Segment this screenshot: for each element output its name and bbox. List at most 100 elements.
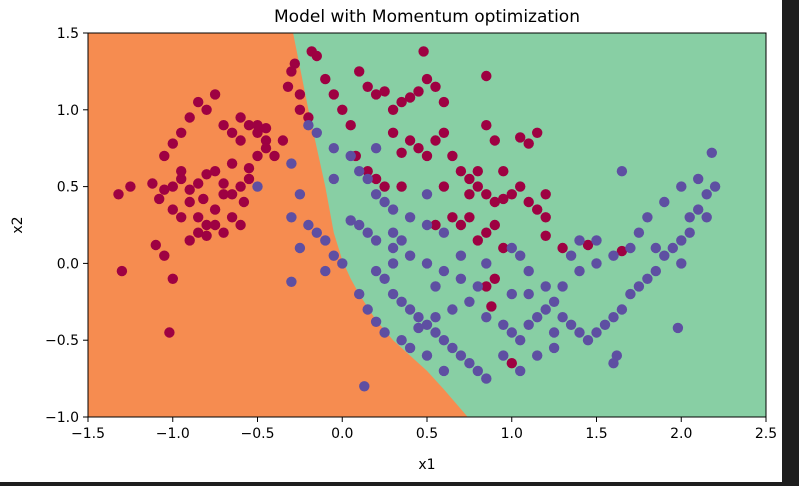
data-point-class-1 bbox=[311, 227, 322, 238]
axes: −1.5 −1.0 −0.5 0.0 0.5 1.0 1.5 2.0 2.5−1.0−0.50.… bbox=[45, 26, 777, 442]
data-point-class-0 bbox=[489, 135, 500, 146]
data-point-class-0 bbox=[557, 242, 568, 254]
data-point-class-1 bbox=[370, 235, 382, 246]
data-point-class-0 bbox=[515, 132, 526, 143]
data-point-class-1 bbox=[438, 365, 450, 377]
data-point-class-0 bbox=[176, 173, 187, 185]
data-point-class-0 bbox=[362, 166, 373, 177]
data-point-class-1 bbox=[362, 304, 373, 315]
data-point-class-0 bbox=[418, 46, 429, 57]
x-tick-label: 2.0 bbox=[670, 426, 692, 442]
data-point-class-0 bbox=[515, 181, 526, 192]
data-point-class-0 bbox=[481, 189, 492, 200]
data-point-class-1 bbox=[506, 288, 517, 300]
data-point-class-1 bbox=[354, 219, 365, 231]
data-point-class-0 bbox=[438, 96, 450, 108]
data-point-class-0 bbox=[184, 196, 195, 208]
data-point-class-1 bbox=[481, 258, 492, 269]
data-point-class-0 bbox=[387, 127, 399, 138]
data-point-class-0 bbox=[362, 81, 373, 93]
data-point-class-0 bbox=[464, 189, 475, 200]
data-point-class-0 bbox=[226, 158, 238, 169]
data-point-class-0 bbox=[252, 127, 263, 138]
data-point-class-1 bbox=[642, 212, 653, 223]
data-point-class-0 bbox=[540, 230, 551, 241]
data-point-class-1 bbox=[616, 304, 628, 315]
data-point-class-0 bbox=[379, 181, 390, 192]
data-point-class-1 bbox=[515, 365, 526, 377]
data-point-class-1 bbox=[611, 350, 622, 361]
data-point-class-1 bbox=[659, 196, 670, 208]
data-point-class-1 bbox=[421, 219, 433, 231]
data-point-class-0 bbox=[294, 104, 306, 116]
data-point-class-0 bbox=[218, 189, 229, 200]
data-point-class-1 bbox=[354, 166, 365, 177]
data-point-class-0 bbox=[201, 230, 212, 241]
data-point-class-0 bbox=[176, 127, 187, 138]
data-point-class-0 bbox=[472, 181, 483, 192]
data-point-class-0 bbox=[243, 120, 255, 131]
data-point-class-1 bbox=[370, 265, 382, 277]
data-point-class-1 bbox=[676, 181, 687, 192]
data-point-class-1 bbox=[404, 304, 416, 315]
data-point-class-0 bbox=[506, 189, 517, 200]
data-point-class-1 bbox=[464, 296, 475, 307]
data-point-class-0 bbox=[150, 239, 161, 251]
data-point-class-0 bbox=[184, 184, 195, 195]
data-point-class-0 bbox=[582, 239, 594, 251]
y-tick-label: 0.5 bbox=[57, 180, 79, 196]
data-point-class-0 bbox=[235, 135, 246, 146]
data-point-class-0 bbox=[540, 189, 551, 200]
data-point-class-0 bbox=[209, 89, 221, 100]
data-point-class-0 bbox=[396, 147, 407, 158]
data-point-class-0 bbox=[396, 181, 407, 192]
data-point-class-1 bbox=[591, 327, 602, 338]
data-point-class-1 bbox=[311, 127, 322, 138]
data-point-class-0 bbox=[404, 92, 416, 103]
data-point-class-0 bbox=[498, 166, 509, 177]
data-point-class-1 bbox=[481, 373, 492, 384]
data-point-class-1 bbox=[625, 242, 636, 254]
data-point-class-1 bbox=[481, 312, 492, 323]
data-point-class-1 bbox=[370, 189, 382, 200]
data-point-class-1 bbox=[548, 342, 560, 354]
data-point-class-1 bbox=[252, 181, 263, 192]
data-point-class-1 bbox=[396, 235, 407, 246]
data-point-class-0 bbox=[311, 50, 322, 62]
data-point-class-1 bbox=[659, 250, 670, 261]
data-point-class-1 bbox=[693, 173, 704, 185]
x-tick-label: 1.5 bbox=[585, 426, 607, 442]
data-point-class-1 bbox=[320, 265, 331, 277]
data-point-class-0 bbox=[209, 219, 221, 231]
window-edge-bottom bbox=[0, 482, 799, 486]
data-point-class-1 bbox=[421, 258, 433, 269]
data-point-class-0 bbox=[404, 135, 416, 146]
data-point-class-1 bbox=[387, 227, 399, 238]
data-point-class-0 bbox=[430, 135, 441, 146]
data-point-class-0 bbox=[252, 150, 263, 162]
data-point-class-1 bbox=[328, 143, 339, 154]
data-point-class-0 bbox=[489, 196, 500, 208]
data-point-class-0 bbox=[252, 120, 263, 131]
data-point-class-0 bbox=[218, 178, 229, 189]
data-point-class-1 bbox=[438, 227, 450, 238]
data-point-class-1 bbox=[294, 189, 306, 200]
data-point-class-1 bbox=[523, 265, 534, 277]
data-point-class-0 bbox=[506, 358, 517, 369]
data-point-class-1 bbox=[574, 327, 585, 338]
data-point-class-1 bbox=[574, 265, 585, 277]
data-point-class-0 bbox=[455, 166, 467, 177]
data-point-class-1 bbox=[650, 242, 661, 254]
data-point-class-0 bbox=[167, 181, 178, 192]
data-point-class-0 bbox=[303, 112, 314, 123]
data-point-class-1 bbox=[532, 350, 543, 361]
data-point-class-0 bbox=[113, 189, 124, 200]
data-point-class-0 bbox=[198, 193, 209, 205]
data-point-class-0 bbox=[413, 143, 424, 154]
data-point-class-0 bbox=[320, 73, 331, 85]
data-point-class-1 bbox=[565, 319, 577, 330]
x-axis-label: x1 bbox=[418, 457, 435, 473]
plot-area bbox=[88, 33, 766, 417]
x-tick-label: −0.5 bbox=[241, 426, 275, 442]
